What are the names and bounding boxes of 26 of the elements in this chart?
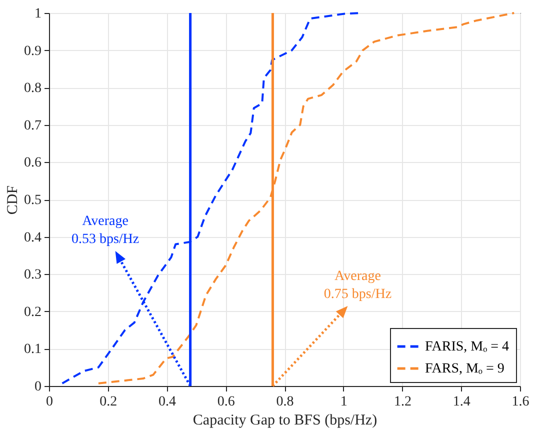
y-tick-label: 0.2 [24,304,42,320]
x-tick-label: 1.6 [512,394,530,410]
y-tick-label: 0 [34,380,42,394]
x-tick-label: 1 [340,394,348,410]
y-tick-label: 0.7 [24,118,42,134]
y-tick-label: 0.4 [24,230,42,246]
y-tick-label: 0.8 [24,81,42,96]
y-tick-label: 0.9 [24,44,42,59]
y-tick-label: 1 [34,6,42,22]
x-tick-label: 0.4 [158,394,176,410]
x-tick-label: 0.6 [217,394,235,410]
y-tick-label: 0.3 [24,268,42,283]
annotation: Average 0.75 bps/Hz [324,269,392,302]
legend-label: FARS, Mₒ = 9 [425,362,504,376]
x-axis-title: Capacity Gap to BFS (bps/Hz) [192,412,378,428]
x-tick-label: 1.2 [394,394,412,410]
x-tick-label: 0 [46,394,53,410]
y-tick-label: 0.6 [24,156,42,171]
x-tick-label: 0.2 [100,394,118,410]
annotation: Average 0.53 bps/Hz [71,214,140,247]
legend-label: FARIS, Mₒ = 4 [425,340,510,354]
y-axis-title: CDF [5,185,21,215]
x-tick-label: 1.4 [452,394,470,410]
y-tick-label: 0.1 [24,342,42,358]
x-tick-label: 0.8 [276,394,294,410]
y-tick-label: 0.5 [24,193,42,208]
